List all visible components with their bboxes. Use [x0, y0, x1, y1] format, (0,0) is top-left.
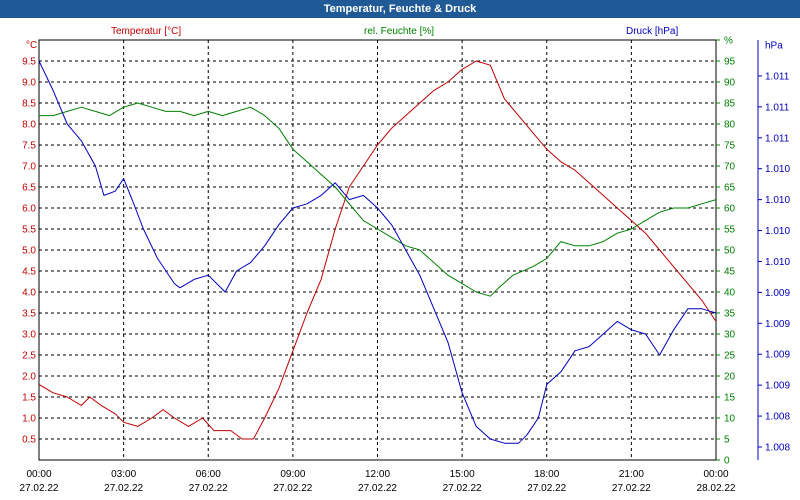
temperature-tick-label: 8.0 — [22, 120, 36, 131]
temperature-tick-label: 7.0 — [22, 162, 36, 173]
temperature-tick-label: 9.5 — [22, 57, 36, 68]
pressure-tick-label: 1.009 — [765, 319, 790, 330]
pressure-tick-label: 1.010 — [765, 257, 790, 268]
temperature-tick-label: 2.5 — [22, 351, 36, 362]
temperature-tick-label: 9.0 — [22, 78, 36, 89]
humidity-series-line — [39, 102, 717, 297]
humidity-tick-label: % — [724, 36, 733, 47]
pressure-tick-label: 1.011 — [765, 71, 790, 82]
x-tick-time-label: 21:00 — [619, 469, 644, 480]
humidity-tick-label: 40 — [724, 288, 736, 299]
temperature-tick-label: 6.5 — [22, 183, 36, 194]
x-tick-time-label: 06:00 — [196, 469, 221, 480]
x-tick-date-label: 27.02.22 — [443, 483, 482, 494]
pressure-tick-label: 1.011 — [765, 133, 790, 144]
x-tick-time-label: 09:00 — [280, 469, 305, 480]
x-tick-time-label: 18:00 — [534, 469, 559, 480]
humidity-tick-label: 0 — [724, 456, 730, 467]
humidity-tick-label: 55 — [724, 225, 736, 236]
temperature-series-label: Temperatur [°C] — [111, 26, 181, 37]
temperature-tick-label: 8.5 — [22, 99, 36, 110]
pressure-tick-label: 1.010 — [765, 164, 790, 175]
temperature-tick-label: 1.0 — [22, 414, 36, 425]
pressure-tick-label: hPa — [765, 41, 783, 52]
temperature-tick-label: 3.0 — [22, 330, 36, 341]
temperature-tick-label: 1.5 — [22, 393, 36, 404]
pressure-tick-label: 1.011 — [765, 102, 790, 113]
x-tick-date-label: 27.02.22 — [358, 483, 397, 494]
temperature-tick-label: 2.0 — [22, 372, 36, 383]
humidity-tick-label: 85 — [724, 99, 736, 110]
grid-lines — [39, 40, 716, 460]
x-tick-date-label: 27.02.22 — [20, 483, 59, 494]
humidity-tick-label: 75 — [724, 141, 736, 152]
humidity-series-label: rel. Feuchte [%] — [364, 26, 434, 37]
humidity-tick-label: 10 — [724, 414, 736, 425]
pressure-tick-label: 1.009 — [765, 381, 790, 392]
pressure-tick-label: 1.008 — [765, 443, 790, 454]
temperature-tick-label: 5.5 — [22, 225, 36, 236]
humidity-tick-label: 15 — [724, 393, 736, 404]
humidity-tick-label: 60 — [724, 204, 736, 215]
pressure-tick-label: 1.009 — [765, 350, 790, 361]
humidity-tick-label: 65 — [724, 183, 736, 194]
pressure-series-label: Druck [hPa] — [626, 26, 678, 37]
temperature-tick-label: 4.0 — [22, 288, 36, 299]
humidity-tick-label: 25 — [724, 351, 736, 362]
pressure-tick-label: 1.009 — [765, 288, 790, 299]
temperature-tick-label: 7.5 — [22, 141, 36, 152]
humidity-tick-label: 20 — [724, 372, 736, 383]
humidity-tick-label: 70 — [724, 162, 736, 173]
series-layer — [38, 60, 717, 444]
temperature-unit-label: °C — [26, 40, 37, 51]
x-tick-date-label: 27.02.22 — [189, 483, 228, 494]
humidity-tick-label: 45 — [724, 267, 736, 278]
temperature-tick-label: 5.0 — [22, 246, 36, 257]
temperature-tick-label: 6.0 — [22, 204, 36, 215]
x-tick-date-label: 27.02.22 — [104, 483, 143, 494]
x-tick-time-label: 12:00 — [365, 469, 390, 480]
temperature-tick-label: 3.5 — [22, 309, 36, 320]
humidity-tick-label: 50 — [724, 246, 736, 257]
axis-ticks: 0.5 1.0 1.5 2.0 2.5 3.0 3.5 4.0 4.5 5.0 5.5 6.0 6.5 7… — [20, 36, 791, 495]
x-tick-time-label: 15:00 — [450, 469, 475, 480]
temperature-series-line — [38, 60, 717, 440]
temperature-tick-label: 0.5 — [22, 435, 36, 446]
x-tick-time-label: 00:00 — [703, 469, 728, 480]
pressure-tick-label: 1.008 — [765, 412, 790, 423]
x-tick-date-label: 27.02.22 — [612, 483, 651, 494]
pressure-series-line — [38, 60, 717, 444]
humidity-tick-label: 95 — [724, 57, 736, 68]
pressure-tick-label: 1.010 — [765, 195, 790, 206]
x-tick-time-label: 03:00 — [111, 469, 136, 480]
humidity-tick-label: 80 — [724, 120, 736, 131]
x-tick-time-label: 00:00 — [26, 469, 51, 480]
x-tick-date-label: 27.02.22 — [527, 483, 566, 494]
humidity-tick-label: 30 — [724, 330, 736, 341]
x-tick-date-label: 28.02.22 — [697, 483, 736, 494]
temperature-tick-label: 4.5 — [22, 267, 36, 278]
humidity-tick-label: 35 — [724, 309, 736, 320]
pressure-tick-label: 1.010 — [765, 226, 790, 237]
humidity-tick-label: 5 — [724, 435, 730, 446]
window-title: Temperatur, Feuchte & Druck — [0, 0, 800, 18]
x-tick-date-label: 27.02.22 — [273, 483, 312, 494]
humidity-tick-label: 90 — [724, 78, 736, 89]
